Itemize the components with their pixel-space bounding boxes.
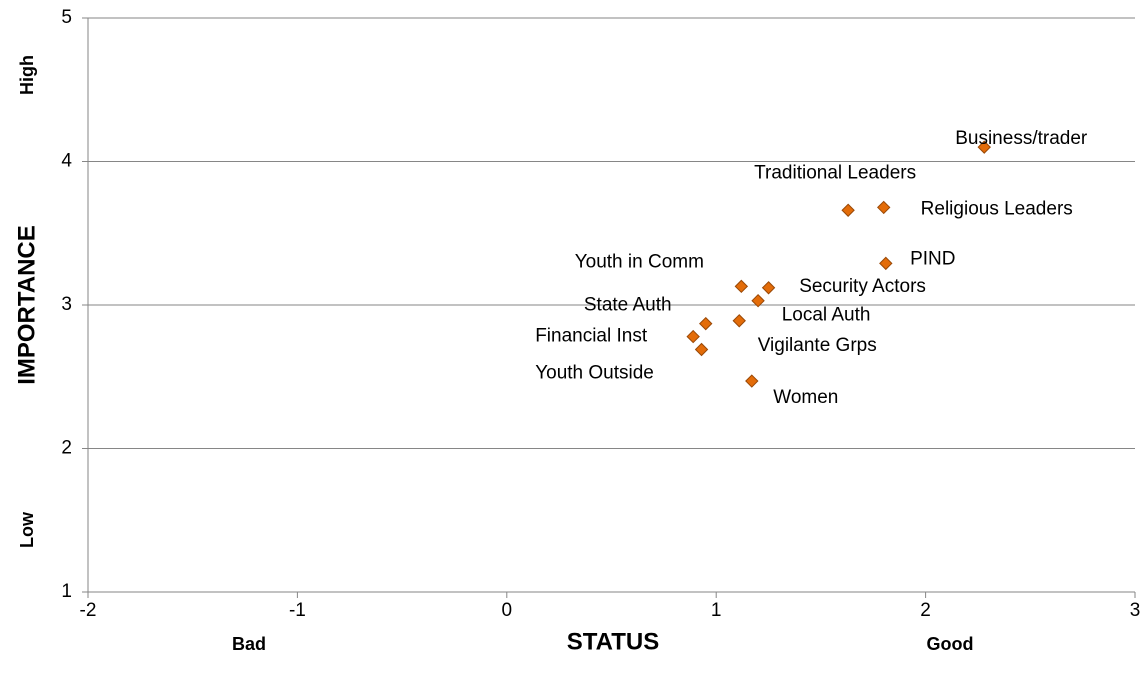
point [745, 374, 759, 388]
x-tick-label: 3 [1130, 600, 1141, 621]
x-axis-title: STATUS [567, 628, 659, 655]
x-tick-label: 0 [502, 600, 513, 621]
y-tick-label: 5 [61, 7, 72, 28]
point-label: Traditional Leaders [754, 162, 916, 183]
x-high-annotation: Good [927, 634, 974, 654]
point [877, 200, 891, 215]
y-tick-label: 1 [61, 581, 72, 602]
point [699, 316, 713, 331]
point [879, 256, 893, 271]
point-label: Local Auth [782, 305, 871, 326]
point-label: Business/trader [955, 128, 1088, 149]
y-axis-title: IMPORTANCE [13, 225, 40, 385]
x-low-annotation: Bad [232, 634, 266, 654]
point-label: Youth Outside [535, 363, 654, 384]
point [751, 293, 765, 308]
point-label: Women [773, 387, 838, 408]
point-label: Youth in Comm [575, 251, 704, 272]
point [841, 203, 855, 217]
point-label: Vigilante Grps [758, 335, 877, 356]
y-tick-label: 3 [61, 294, 72, 315]
point [734, 279, 749, 294]
y-tick-label: 2 [61, 438, 72, 459]
point-label: State Auth [584, 295, 672, 316]
point [977, 140, 991, 154]
point [732, 314, 746, 328]
point [686, 329, 700, 344]
point-label: Financial Inst [535, 326, 648, 347]
point [761, 281, 776, 295]
y-tick-label: 4 [61, 151, 72, 172]
x-tick-label: 2 [920, 600, 931, 621]
x-tick-label: -2 [80, 600, 97, 621]
point-label: PIND [910, 248, 955, 269]
point-label: Religious Leaders [921, 198, 1073, 219]
y-high-annotation: High [17, 55, 37, 95]
x-tick-label: -1 [289, 600, 306, 621]
x-tick-label: 1 [711, 600, 722, 621]
y-low-annotation: Low [17, 511, 37, 548]
point-label: Security Actors [799, 276, 926, 297]
point [694, 342, 709, 357]
